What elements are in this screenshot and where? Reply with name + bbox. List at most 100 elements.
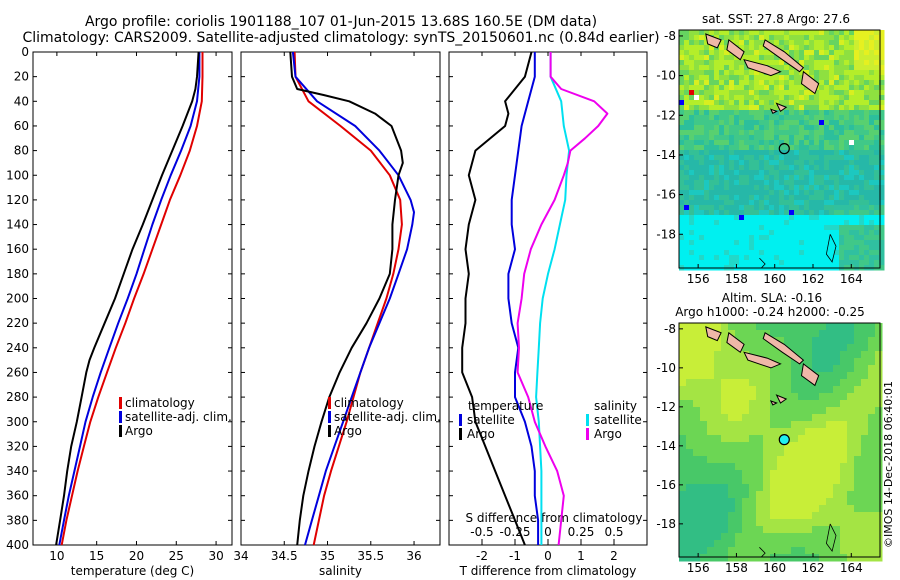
heat-cell — [694, 85, 700, 91]
heat-cell — [749, 435, 757, 443]
heat-cell — [749, 255, 755, 261]
heat-cell — [699, 120, 705, 126]
heat-cell — [709, 235, 715, 241]
heat-cell — [784, 547, 792, 555]
heat-cell — [868, 358, 876, 366]
heat-cell — [679, 185, 685, 191]
heat-cell — [694, 245, 700, 251]
heat-cell — [819, 477, 827, 485]
heat-cell — [809, 90, 815, 96]
heat-cell — [874, 140, 880, 146]
heat-cell — [829, 40, 835, 46]
heat-cell — [763, 498, 771, 506]
heat-cell — [777, 533, 785, 541]
heat-cell — [812, 337, 820, 345]
heat-cell — [812, 463, 820, 471]
heat-cell — [814, 60, 820, 66]
heat-cell — [829, 260, 835, 266]
heat-cell — [759, 235, 765, 241]
heat-cell — [824, 120, 830, 126]
heat-cell — [689, 55, 695, 61]
heat-cell — [874, 165, 880, 171]
heat-cell — [874, 35, 880, 41]
heat-cell — [864, 205, 870, 211]
heat-cell — [874, 210, 880, 216]
heat-cell — [754, 115, 760, 121]
heat-cell — [809, 255, 815, 261]
heat-cell — [749, 477, 757, 485]
heat-cell — [763, 470, 771, 478]
heat-cell — [824, 180, 830, 186]
heat-cell — [763, 351, 771, 359]
heat-cell — [809, 245, 815, 251]
heat-cell — [689, 245, 695, 251]
heat-cell — [791, 470, 799, 478]
heat-cell — [824, 60, 830, 66]
heat-cell — [840, 456, 848, 464]
heat-cell — [684, 170, 690, 176]
heat-cell — [789, 125, 795, 131]
heat-cell — [826, 484, 834, 492]
heat-cell — [763, 442, 771, 450]
heat-cell — [805, 540, 813, 548]
heat-cell — [729, 35, 735, 41]
heat-cell — [864, 125, 870, 131]
heat-cell — [804, 120, 810, 126]
heat-cell — [689, 175, 695, 181]
heat-cell — [864, 80, 870, 86]
heat-cell — [763, 526, 771, 534]
heat-cell — [791, 519, 799, 527]
heat-cell — [794, 245, 800, 251]
x-tick-label: 158 — [725, 272, 748, 286]
heat-cell — [704, 140, 710, 146]
series-line-t-argo — [461, 51, 533, 546]
heat-cell — [694, 210, 700, 216]
heat-cell — [679, 344, 687, 352]
heat-cell — [879, 205, 885, 211]
heat-cell — [721, 526, 729, 534]
heat-cell — [704, 55, 710, 61]
x-tick-label: 34.5 — [271, 549, 298, 563]
heat-cell — [859, 40, 865, 46]
heat-cell — [724, 140, 730, 146]
heat-cell — [839, 85, 845, 91]
heat-cell — [819, 491, 827, 499]
heat-cell — [739, 190, 745, 196]
heat-cell — [784, 195, 790, 201]
heat-cell — [847, 330, 855, 338]
heat-cell — [770, 421, 778, 429]
heat-cell — [784, 100, 790, 106]
heat-cell — [819, 240, 825, 246]
heat-cell — [789, 160, 795, 166]
heat-cell — [756, 533, 764, 541]
heat-cell — [844, 75, 850, 81]
heat-cell — [854, 344, 862, 352]
heat-cell — [812, 428, 820, 436]
heat-cell — [774, 160, 780, 166]
heat-cell — [812, 512, 820, 520]
heat-cell — [826, 540, 834, 548]
heat-cell — [868, 365, 876, 373]
heat-cell — [739, 70, 745, 76]
heat-cell — [763, 372, 771, 380]
heat-cell — [709, 55, 715, 61]
heat-cell — [824, 235, 830, 241]
heat-cell — [824, 150, 830, 156]
plot-layer: 0204060801001201401601802002202402602803… — [6, 29, 885, 578]
heat-cell — [814, 235, 820, 241]
heat-cell — [869, 130, 875, 136]
island-shape — [775, 102, 788, 113]
heat-cell — [804, 95, 810, 101]
heat-cell — [770, 386, 778, 394]
heat-cell — [689, 95, 695, 101]
heat-cell — [769, 235, 775, 241]
heat-cell — [819, 100, 825, 106]
heat-cell — [826, 463, 834, 471]
heat-cell — [684, 150, 690, 156]
heat-cell — [774, 90, 780, 96]
heat-cell — [684, 135, 690, 141]
heat-cell — [819, 180, 825, 186]
heat-cell — [689, 220, 695, 226]
heat-cell — [809, 195, 815, 201]
heat-cell — [774, 170, 780, 176]
